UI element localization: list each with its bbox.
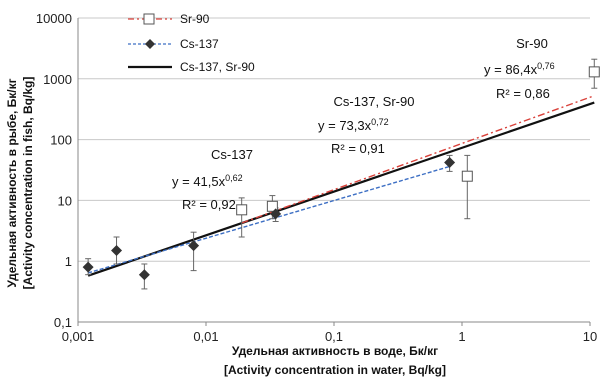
x-axis-label-en: [Activity concentration in water, Bq/kg] — [224, 363, 446, 377]
data-point-cs137 — [138, 269, 150, 281]
y-axis-label-ru: Удельная активность в рыбе, Бк/кг — [5, 78, 19, 287]
data-point-cs137 — [82, 261, 94, 273]
annotation-cs137-label: Cs-137 — [211, 147, 253, 162]
data-point-cs137 — [111, 244, 123, 256]
fit-lines — [87, 95, 595, 277]
legend-label-cs137: Cs-137 — [180, 37, 219, 51]
fit-line — [87, 101, 595, 277]
y-tick-label: 100 — [50, 133, 72, 148]
data-point-cs137 — [444, 157, 456, 169]
y-tick-label: 1 — [65, 254, 72, 269]
legend: Sr-90 Cs-137 Cs-137, Sr-90 — [128, 12, 255, 74]
y-tick-label: 10 — [58, 193, 72, 208]
fit-line — [241, 95, 595, 224]
data-point-cs137 — [270, 208, 282, 220]
y-tick-label: 1000 — [43, 72, 72, 87]
annotation-sr90-r2: R² = 0,86 — [496, 86, 550, 101]
legend-marker-sr90 — [143, 13, 155, 25]
annotation-cs137-equation: y = 41,5x0,62 — [172, 173, 243, 189]
y-tick-label: 10000 — [36, 11, 72, 26]
annotation-combined-label: Cs-137, Sr-90 — [334, 94, 415, 109]
data-points — [82, 66, 600, 281]
annotation-combined-r2: R² = 0,91 — [331, 141, 385, 156]
annotation-cs137: Cs-137 y = 41,5x0,62 R² = 0,92 — [172, 147, 253, 212]
annotation-cs137-r2: R² = 0,92 — [182, 197, 236, 212]
data-point-sr90 — [266, 200, 278, 212]
axes — [77, 18, 591, 326]
tick-labels: 0,1 1 10 100 1000 10000 0,001 0,01 0,1 1 10 — [36, 11, 597, 344]
x-tick-label: 1 — [458, 329, 465, 344]
fit-line — [87, 165, 450, 274]
annotation-sr90-label: Sr-90 — [516, 36, 548, 51]
x-tick-label: 10 — [583, 329, 597, 344]
annotation-combined-equation: y = 73,3x0,72 — [318, 117, 389, 133]
data-point-sr90 — [588, 66, 600, 78]
y-tick-label: 0,1 — [54, 315, 72, 330]
x-tick-label: 0,1 — [325, 329, 343, 344]
legend-marker-cs137 — [145, 39, 155, 49]
legend-label-combined: Cs-137, Sr-90 — [180, 60, 255, 74]
error-bars — [85, 58, 598, 290]
data-point-sr90 — [461, 170, 473, 182]
x-tick-label: 0,001 — [62, 329, 95, 344]
annotation-sr90: Sr-90 y = 86,4x0,76 R² = 0,86 — [484, 36, 555, 101]
x-tick-label: 0,01 — [193, 329, 218, 344]
annotation-combined: Cs-137, Sr-90 y = 73,3x0,72 R² = 0,91 — [318, 94, 414, 156]
data-point-cs137 — [188, 240, 200, 252]
data-point-sr90 — [236, 204, 248, 216]
annotation-sr90-equation: y = 86,4x0,76 — [484, 61, 555, 77]
y-axis-label-en: [Activity concentration in fish, Bq/kg] — [21, 77, 35, 290]
legend-label-sr90: Sr-90 — [180, 12, 210, 26]
x-axis-label-ru: Удельная активность в воде, Бк/кг — [232, 344, 438, 358]
